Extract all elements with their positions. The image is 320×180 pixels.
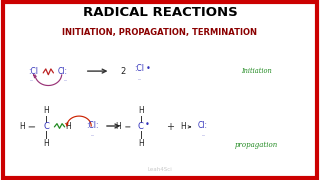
Text: RADICAL REACTIONS: RADICAL REACTIONS [83, 6, 237, 19]
Text: H: H [138, 106, 144, 115]
Text: :Cl: :Cl [28, 67, 39, 76]
Text: C: C [138, 122, 144, 131]
Text: ··: ·· [201, 133, 205, 138]
Text: 2: 2 [121, 67, 126, 76]
Text: ··: ·· [137, 77, 141, 82]
Text: Cl:: Cl: [58, 67, 68, 76]
Text: ··: ·· [29, 78, 33, 84]
Text: H: H [19, 122, 25, 131]
Text: Leah4Sci: Leah4Sci [148, 167, 172, 172]
Text: H: H [180, 122, 186, 131]
Text: Cl:: Cl: [197, 121, 207, 130]
Text: •: • [146, 64, 151, 73]
Text: :Cl:: :Cl: [86, 122, 99, 130]
Text: Initiation: Initiation [241, 67, 271, 75]
Text: H: H [116, 122, 121, 131]
Text: C: C [44, 122, 49, 131]
Text: INITIATION, PROPAGATION, TERMINATION: INITIATION, PROPAGATION, TERMINATION [62, 28, 258, 37]
Text: propagation: propagation [234, 141, 278, 149]
Text: H: H [66, 122, 71, 131]
Text: :Cl: :Cl [134, 64, 144, 73]
Text: ··: ·· [90, 133, 94, 138]
Text: +: + [166, 122, 174, 132]
Text: ··: ·· [63, 78, 67, 84]
Text: H: H [44, 139, 49, 148]
Text: H: H [44, 106, 49, 115]
Text: H: H [138, 139, 144, 148]
Text: •: • [145, 120, 150, 129]
